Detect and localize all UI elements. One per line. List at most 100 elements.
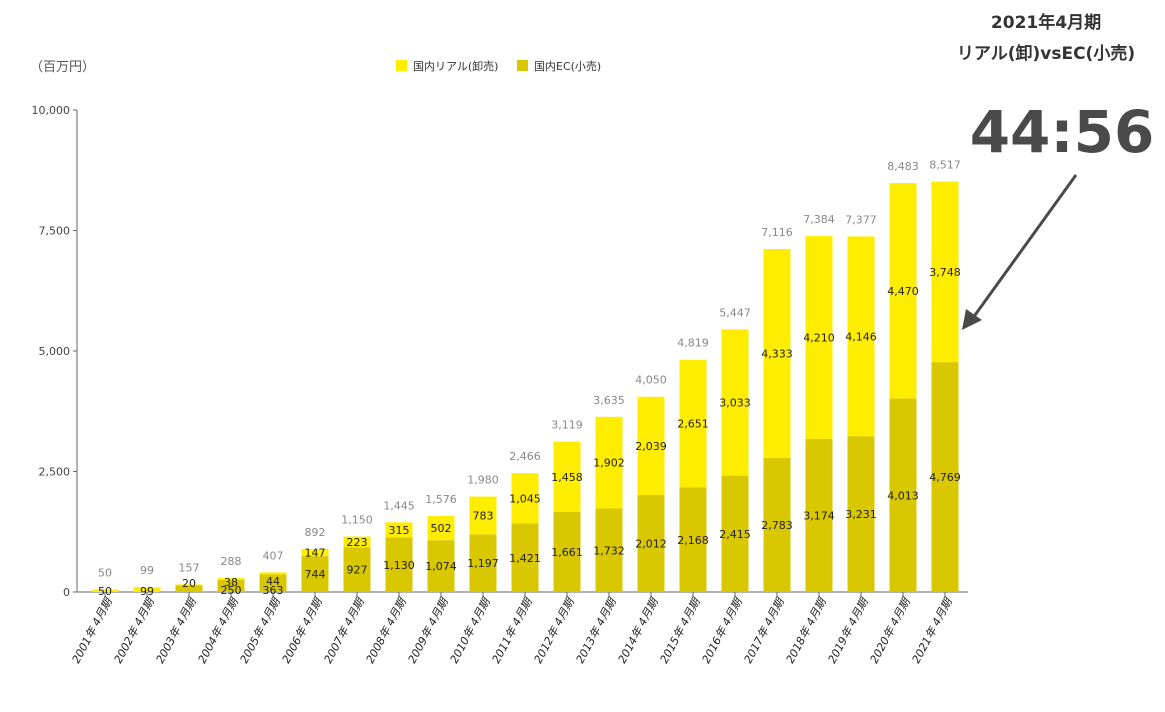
real-value-label: 1,458 (551, 471, 583, 484)
real-value-label: 4,146 (845, 330, 877, 343)
x-tick-label: 2009年 4月期 (406, 595, 452, 666)
ec-value-label: 927 (347, 564, 368, 577)
real-value-label: 315 (389, 524, 410, 537)
ec-value-label: 1,197 (467, 557, 499, 570)
bar-total-label: 3,119 (551, 419, 583, 432)
bar-total-label: 7,116 (761, 226, 793, 239)
ec-value-label: 3,231 (845, 508, 877, 521)
bar-ec-segment (259, 574, 287, 592)
bar-real-segment (259, 572, 287, 575)
ec-value-label: 2,783 (761, 519, 793, 532)
real-value-label: 1,045 (509, 492, 541, 505)
x-tick-label: 2020年 4月期 (868, 595, 914, 666)
bar-real-segment (637, 396, 665, 496)
x-tick-label: 2015年 4月期 (658, 595, 704, 666)
bar-real-segment (133, 587, 161, 592)
real-value-label: 1,902 (593, 457, 625, 470)
real-value-label: 147 (305, 547, 326, 560)
x-tick-label: 2007年 4月期 (322, 595, 368, 666)
y-tick-label: 7,500 (39, 225, 71, 238)
bar-total-label: 7,384 (803, 213, 835, 226)
bar-ec-segment (889, 398, 917, 592)
bar-ec-segment (385, 537, 413, 592)
bar-ec-segment (427, 540, 455, 592)
bar-ec-segment (931, 362, 959, 592)
bar-real-segment (889, 183, 917, 399)
real-value-label: 3,748 (929, 266, 961, 279)
x-tick-label: 2012年 4月期 (532, 595, 578, 666)
bar-ec-segment (175, 585, 203, 592)
legend-label-real: 国内リアル(卸売) (413, 59, 498, 73)
ec-value-label: 363 (263, 584, 284, 597)
y-axis-ticks: 0 2,500 5,000 7,500 10,000 (32, 104, 77, 599)
bar-total-label: 5,447 (719, 306, 751, 319)
bar-total-label: 4,819 (677, 337, 709, 350)
real-value-label: 99 (140, 585, 154, 598)
ec-value-label: 1,732 (593, 544, 625, 557)
bar-real-segment (427, 516, 455, 541)
x-tick-label: 2010年 4月期 (448, 595, 494, 666)
x-tick-label: 2021年 4月期 (910, 595, 956, 666)
x-tick-label: 2002年 4月期 (112, 595, 158, 666)
y-tick-label: 5,000 (39, 345, 71, 358)
bar-total-label: 1,980 (467, 474, 499, 487)
ec-value-label: 2,415 (719, 528, 751, 541)
bar-ec-segment (301, 556, 329, 592)
bar-total-label: 4,050 (635, 374, 667, 387)
bar-total-label: 2,466 (509, 450, 541, 463)
callout-arrow-head (962, 309, 982, 330)
bar-real-segment (217, 578, 245, 580)
bar-total-label: 892 (305, 526, 326, 539)
bar-real-segment (847, 236, 875, 437)
x-tick-label: 2001年 4月期 (70, 595, 116, 666)
y-tick-label: 0 (63, 586, 70, 599)
bar-total-label: 8,517 (929, 158, 961, 171)
bar-real-segment (679, 359, 707, 488)
x-tick-label: 2003年 4月期 (154, 595, 200, 666)
bar-ec-segment (805, 439, 833, 592)
real-value-label: 502 (431, 522, 452, 535)
real-value-label: 2,039 (635, 440, 667, 453)
bar-real-segment (805, 236, 833, 440)
callout-period: 2021年4月期 (991, 12, 1101, 33)
callout-ratio: 44:56 (970, 98, 1155, 166)
callout: 2021年4月期 リアル(卸)vsEC(小売) 44:56 (957, 12, 1154, 330)
real-value-label: 783 (473, 509, 494, 522)
ec-value-label: 744 (305, 568, 326, 581)
ec-value-label: 250 (221, 584, 242, 597)
y-tick-label: 2,500 (39, 466, 71, 479)
x-tick-label: 2016年 4月期 (700, 595, 746, 666)
bar-total-label: 288 (221, 555, 242, 568)
real-value-label: 50 (98, 585, 112, 598)
bar-ec-segment (847, 436, 875, 592)
bar-real-segment (91, 589, 119, 592)
real-value-label: 3,033 (719, 397, 751, 410)
x-tick-label: 2017年 4月期 (742, 595, 788, 666)
x-tick-label: 2004年 4月期 (196, 595, 242, 666)
bar-real-segment (595, 416, 623, 509)
ec-value-label: 3,174 (803, 510, 835, 523)
x-tick-label: 2013年 4月期 (574, 595, 620, 666)
legend-swatch-real (396, 60, 407, 71)
ec-value-label: 4,013 (887, 489, 919, 502)
y-tick-label: 10,000 (32, 104, 71, 117)
bar-ec-segment (217, 579, 245, 592)
unit-label: （百万円） (30, 60, 95, 75)
real-value-label: 38 (224, 576, 238, 589)
bar-total-label: 99 (140, 564, 154, 577)
real-value-label: 44 (266, 575, 280, 588)
legend: 国内リアル(卸売) 国内EC(小売) (396, 59, 601, 73)
ec-value-label: 1,421 (509, 552, 541, 565)
bar-total-label: 1,150 (341, 514, 373, 527)
bar-real-segment (385, 522, 413, 538)
x-tick-label: 2011年 4月期 (490, 595, 536, 666)
bar-real-segment (469, 496, 497, 535)
bar-ec-segment (721, 475, 749, 592)
bar-total-label: 157 (179, 561, 200, 574)
real-value-label: 4,333 (761, 347, 793, 360)
bar-ec-segment (553, 511, 581, 592)
bar-total-label: 8,483 (887, 160, 919, 173)
ec-value-label: 2,012 (635, 538, 667, 551)
